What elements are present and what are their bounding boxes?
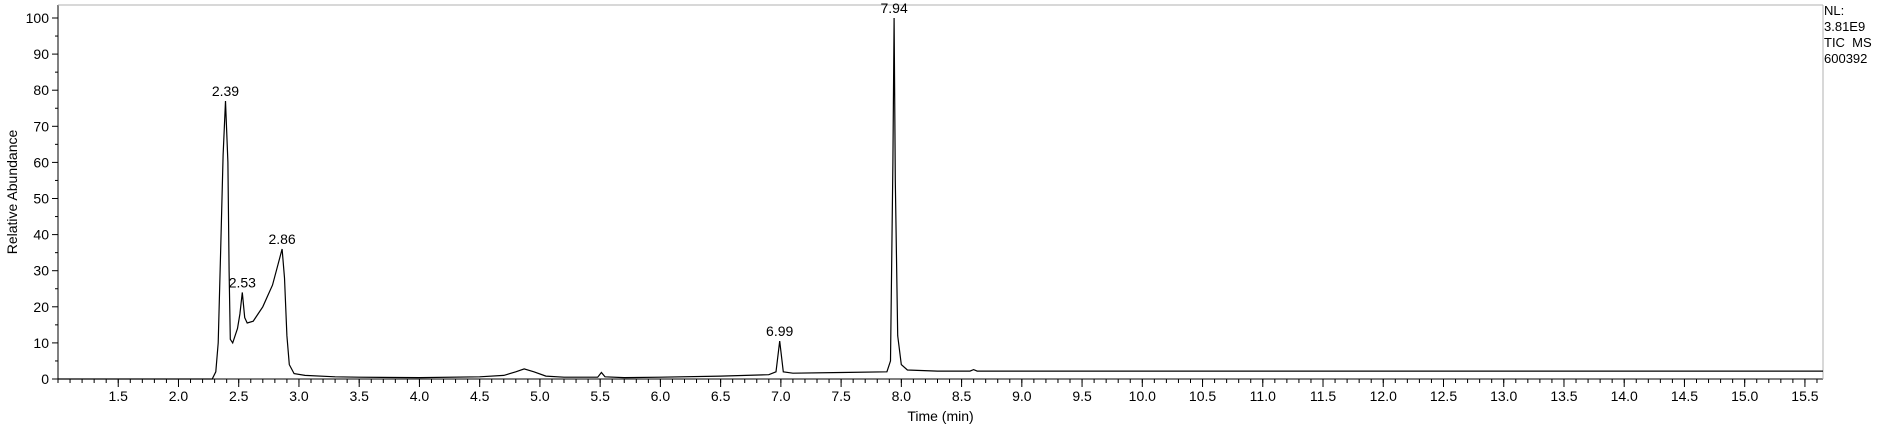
x-tick-label: 2.0 [169, 388, 189, 404]
x-tick-label: 12.0 [1370, 388, 1397, 404]
nl-value: 3.81E9 [1824, 19, 1866, 34]
peak-labels: 2.39 2.53 2.86 6.99 7.94 [212, 0, 908, 339]
x-tick-label: 8.0 [892, 388, 912, 404]
y-tick-label: 100 [26, 10, 50, 26]
peak-label: 2.39 [212, 83, 239, 99]
x-tick-label: 3.0 [289, 388, 309, 404]
y-tick-label: 40 [33, 227, 49, 243]
y-tick-label: 70 [33, 118, 49, 134]
x-tick-label: 4.0 [410, 388, 430, 404]
y-tick-label: 80 [33, 82, 49, 98]
x-tick-label: 8.5 [952, 388, 972, 404]
x-tick-label: 15.0 [1731, 388, 1758, 404]
x-tick-label: 13.0 [1490, 388, 1517, 404]
x-tick-label: 4.5 [470, 388, 490, 404]
x-tick-label: 10.0 [1129, 388, 1156, 404]
tic-trace [58, 17, 1823, 380]
x-tick-label: 13.5 [1550, 388, 1577, 404]
x-tick-label: 6.5 [711, 388, 731, 404]
y-tick-label: 20 [33, 299, 49, 315]
peak-label: 7.94 [880, 0, 907, 16]
x-tick-label: 5.5 [590, 388, 610, 404]
y-tick-label: 0 [41, 371, 49, 387]
y-tick-labels: 0 10 20 30 40 50 60 70 80 90 100 [26, 10, 50, 387]
trace-type: TIC MS [1824, 35, 1872, 50]
x-tick-label: 9.5 [1072, 388, 1092, 404]
x-tick-label: 12.5 [1430, 388, 1457, 404]
y-tick-label: 10 [33, 335, 49, 351]
peak-label: 2.53 [229, 274, 256, 290]
x-tick-label: 7.5 [831, 388, 851, 404]
x-tick-label: 14.0 [1611, 388, 1638, 404]
y-axis-title: Relative Abundance [4, 130, 20, 255]
x-tick-label: 5.0 [530, 388, 550, 404]
x-tick-label: 11.5 [1310, 388, 1336, 404]
y-tick-label: 50 [33, 191, 49, 207]
x-tick-label: 2.5 [229, 388, 249, 404]
x-tick-label: 6.0 [651, 388, 671, 404]
x-tick-label: 3.5 [349, 388, 369, 404]
x-axis-title: Time (min) [907, 408, 973, 424]
x-tick-label: 11.0 [1250, 388, 1276, 404]
peak-label: 2.86 [268, 231, 295, 247]
x-tick-label: 15.5 [1791, 388, 1818, 404]
sample-id: 600392 [1824, 51, 1868, 66]
x-tick-label: 7.0 [771, 388, 791, 404]
y-tick-label: 30 [33, 263, 49, 279]
x-tick-label: 10.5 [1189, 388, 1216, 404]
x-tick-label: 14.5 [1671, 388, 1698, 404]
y-ticks [52, 17, 58, 380]
x-tick-label: 9.0 [1012, 388, 1032, 404]
x-ticks [57, 379, 1818, 387]
nl-label: NL: [1824, 3, 1845, 18]
x-tick-label: 1.5 [109, 388, 129, 404]
x-tick-labels: 1.5 2.0 2.5 3.0 3.5 4.0 4.5 5.0 5.5 6.0 6.5 7.0 7.5 8… [109, 388, 1819, 404]
y-tick-label: 90 [33, 46, 49, 62]
y-tick-label: 60 [33, 154, 49, 170]
peak-label: 6.99 [766, 323, 793, 339]
